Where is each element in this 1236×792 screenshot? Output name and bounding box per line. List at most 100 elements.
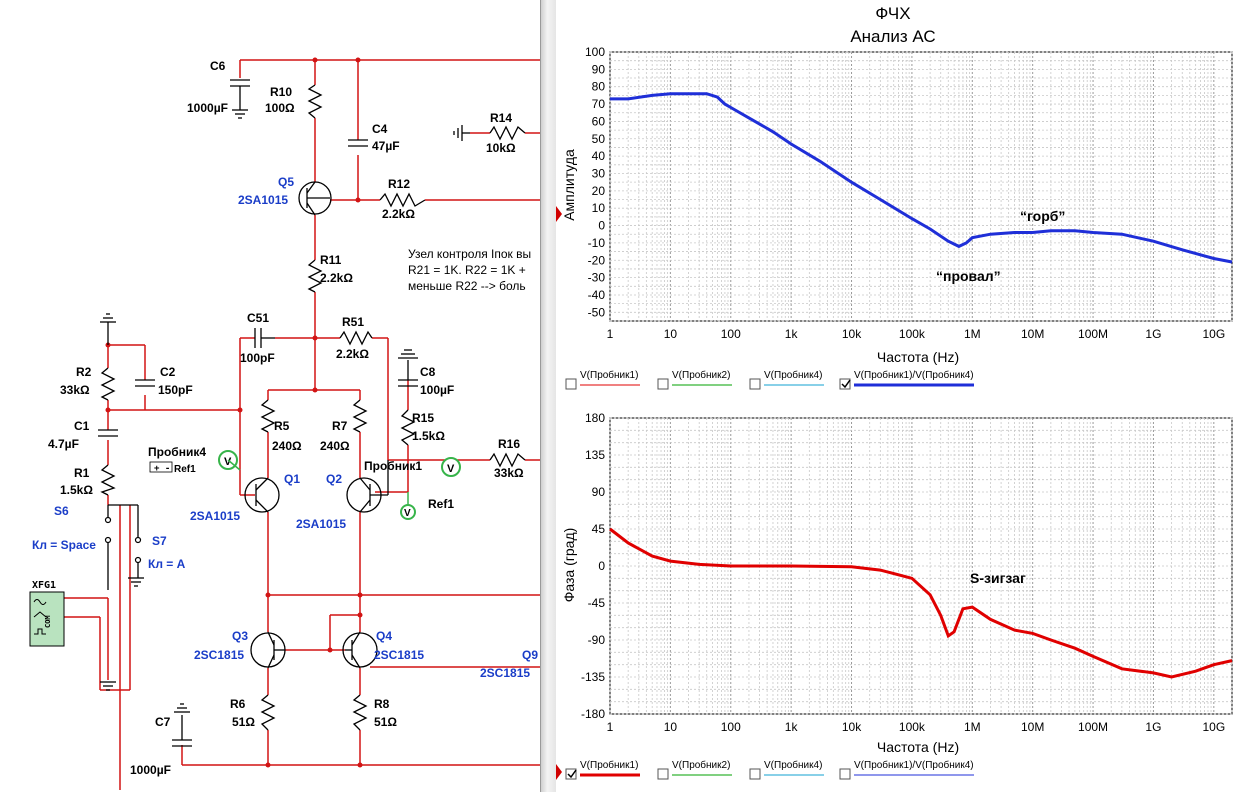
legend-checkbox[interactable] <box>749 378 761 390</box>
checkmark-icon <box>841 379 851 389</box>
y-tick-label: 30 <box>592 166 606 180</box>
value-r11: 2.2kΩ <box>320 271 353 285</box>
annotation-dip: “провал” <box>936 268 1001 284</box>
legend-checkbox[interactable] <box>565 768 577 780</box>
legend-item[interactable]: V(Пробник2) <box>657 759 732 780</box>
x-tick-label: 1G <box>1145 327 1161 341</box>
legend-label: V(Пробник2) <box>672 369 730 381</box>
legend-label: V(Пробник1) <box>580 759 638 771</box>
circuit-schematic[interactable]: V V V + - C6 1000µF R10 100Ω C4 47µF R14… <box>0 0 550 792</box>
legend-checkbox[interactable] <box>839 768 851 780</box>
annotation-s-zigzag: S-зигзаг <box>970 570 1026 586</box>
y-tick-label: 0 <box>598 559 605 573</box>
x-tick-label: 100k <box>899 327 926 341</box>
label-q4: Q4 <box>376 629 392 643</box>
x-tick-label: 10 <box>664 327 678 341</box>
note-line1: Узел контроля Iпок вы <box>408 247 531 261</box>
junctions <box>105 57 363 768</box>
label-probe1: Пробник1 <box>364 459 422 473</box>
value-r7: 240Ω <box>320 439 350 453</box>
label-r14: R14 <box>490 111 512 125</box>
x-tick-label: 100M <box>1078 327 1108 341</box>
x-tick-label: 100 <box>721 720 741 734</box>
x-tick-label: 100 <box>721 327 741 341</box>
y-tick-label: 135 <box>585 448 605 462</box>
value-r8: 51Ω <box>374 715 397 729</box>
key-s7: Кл = A <box>148 557 186 571</box>
label-q1: Q1 <box>284 472 300 486</box>
label-c2: C2 <box>160 365 176 379</box>
svg-text:V: V <box>224 456 232 468</box>
value-r6: 51Ω <box>232 715 255 729</box>
label-q3: Q3 <box>232 629 248 643</box>
generator-wave-icons <box>33 599 47 635</box>
value-r15: 1.5kΩ <box>412 429 445 443</box>
legend-item[interactable]: V(Пробник1)/V(Пробник4) <box>839 369 974 390</box>
legend-item[interactable]: V(Пробник1) <box>565 369 640 390</box>
y-tick-label: 70 <box>592 97 606 111</box>
label-r11: R11 <box>320 253 342 267</box>
cursor-marker-amp[interactable] <box>556 206 562 222</box>
legend-checkbox[interactable] <box>839 378 851 390</box>
y-tick-label: 45 <box>592 522 606 536</box>
label-r2: R2 <box>76 365 92 379</box>
value-r5: 240Ω <box>272 439 302 453</box>
y-tick-label: 80 <box>592 80 606 94</box>
y-tick-label: 50 <box>592 132 606 146</box>
plot-title: ФЧХ <box>875 4 910 23</box>
value-r2: 33kΩ <box>60 383 90 397</box>
xfg1-com: COM <box>44 615 52 628</box>
legend-item[interactable]: V(Пробник4) <box>749 759 824 780</box>
phase-grid <box>609 417 1233 715</box>
legend-item[interactable]: V(Пробник2) <box>657 369 732 390</box>
probe4-ref: Ref1 <box>174 464 196 475</box>
label-r7: R7 <box>332 419 348 433</box>
function-generator-box <box>29 591 65 647</box>
y-tick-label: 60 <box>592 114 606 128</box>
value-r16: 33kΩ <box>494 466 524 480</box>
x-tick-label: 10k <box>842 327 862 341</box>
legend-checkbox[interactable] <box>657 378 669 390</box>
legend-checkbox[interactable] <box>749 768 761 780</box>
legend-checkbox[interactable] <box>565 378 577 390</box>
label-c7: C7 <box>155 715 171 729</box>
label-s6: S6 <box>54 504 69 518</box>
cursor-marker-phase[interactable] <box>556 764 562 780</box>
legend-phase: V(Пробник1) V(Пробник2) V(Пробник4) V(Пробн… <box>565 759 974 780</box>
legend-item[interactable]: V(Пробник4) <box>749 369 824 390</box>
y-tick-label: -20 <box>588 253 606 267</box>
label-r12: R12 <box>388 177 410 191</box>
label-q5: Q5 <box>278 175 294 189</box>
value-c4: 47µF <box>372 139 400 153</box>
value-q9: 2SC1815 <box>480 666 530 680</box>
annotation-hump: “горб” <box>1020 208 1065 224</box>
y-tick-label: 100 <box>585 45 605 59</box>
y-tick-label: -90 <box>588 633 606 647</box>
label-r10: R10 <box>270 85 292 99</box>
component-symbols <box>98 79 526 747</box>
y-tick-label: 10 <box>592 201 606 215</box>
value-q5: 2SA1015 <box>238 193 288 207</box>
label-q2: Q2 <box>326 472 342 486</box>
label-q9: Q9 <box>522 648 538 662</box>
legend-checkbox[interactable] <box>657 768 669 780</box>
label-c4: C4 <box>372 122 388 136</box>
x-tick-label: 100k <box>899 720 926 734</box>
phase-y-ticks: 180 135 90 45 0 -45 -90 -135 -180 <box>581 411 605 721</box>
svg-text:V: V <box>447 463 455 475</box>
legend-item[interactable]: V(Пробник1) <box>565 759 640 780</box>
note-line3: меньше R22 --> боль <box>408 279 526 293</box>
legend-label: V(Пробник1)/V(Пробник4) <box>854 759 974 771</box>
grapher-pane[interactable]: ФЧХ Анализ АС 100 90 80 70 60 50 40 30 20 10 0 -10-… <box>556 0 1236 792</box>
x-tick-label: 1k <box>785 720 799 734</box>
label-r6: R6 <box>230 697 246 711</box>
y-tick-label: 40 <box>592 149 606 163</box>
value-c6: 1000µF <box>187 101 228 115</box>
x-tick-label: 1 <box>607 327 614 341</box>
label-c51: C51 <box>247 311 269 325</box>
x-tick-label: 10G <box>1202 327 1225 341</box>
legend-item[interactable]: V(Пробник1)/V(Пробник4) <box>839 759 974 780</box>
value-r1: 1.5kΩ <box>60 483 93 497</box>
legend-label: V(Пробник4) <box>764 369 822 381</box>
legend-label: V(Пробник1) <box>580 369 638 381</box>
